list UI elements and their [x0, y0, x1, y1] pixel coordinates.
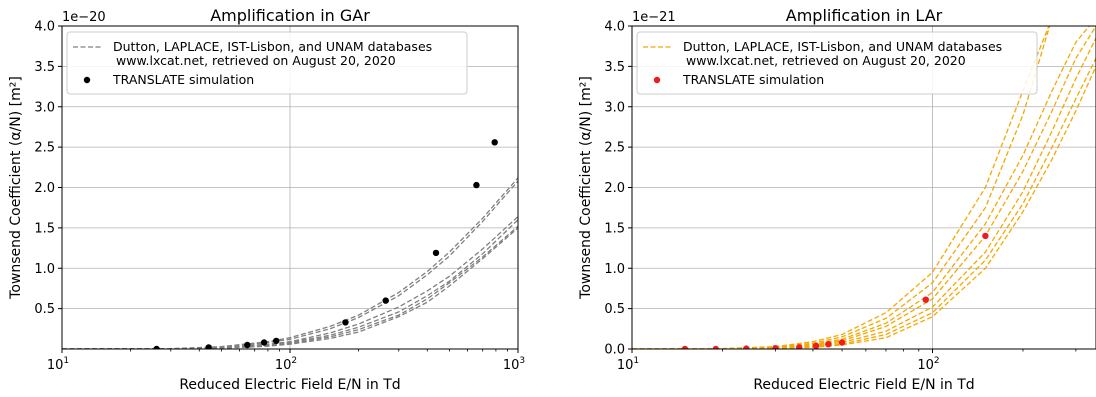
y-tick-label: 4.0	[604, 20, 625, 35]
simulation-point	[382, 297, 389, 304]
simulation-point	[982, 232, 989, 240]
y-tick-label: 1.0	[604, 262, 625, 277]
y-tick-label: 2.0	[604, 181, 625, 196]
simulation-point	[432, 249, 440, 257]
legend-label-databases: Dutton, LAPLACE, IST-Lisbon, and UNAM da…	[113, 39, 432, 54]
database-curve	[632, 66, 1096, 349]
simulation-point	[473, 181, 480, 189]
y-tick-label: 1.5	[604, 221, 625, 236]
database-curve	[632, 26, 1091, 349]
y-tick-label: 3.5	[604, 60, 625, 75]
x-tick-base: 10	[503, 358, 520, 373]
legend: Dutton, LAPLACE, IST-Lisbon, and UNAM da…	[66, 31, 468, 95]
simulation-point	[772, 345, 779, 349]
simulation-point	[205, 344, 212, 349]
database-curve	[632, 58, 1096, 349]
legend: Dutton, LAPLACE, IST-Lisbon, and UNAM da…	[636, 31, 1038, 95]
y-tick-label: 0.0	[604, 343, 625, 358]
x-tick-label: 103	[503, 356, 525, 373]
x-tick-exponent: 3	[519, 356, 525, 366]
y-axis-label: Townsend Coefficient (α/N) [m²]	[8, 76, 24, 300]
chart-title: Amplification in LAr	[786, 6, 943, 25]
y-tick-label: 1.0	[34, 262, 55, 277]
simulation-point	[796, 344, 803, 349]
chart-title: Amplification in GAr	[210, 6, 370, 25]
y-tick-label: 2.5	[34, 141, 55, 156]
y-tick-label: 4.0	[34, 20, 55, 35]
y-tick-label: 0.5	[34, 302, 55, 317]
y-offset-label: 1e−21	[632, 10, 676, 25]
x-axis-label: Reduced Electric Field E/N in Td	[753, 377, 974, 393]
legend-marker-swatch	[653, 76, 661, 84]
y-tick-label: 3.0	[604, 100, 625, 115]
x-tick-base: 10	[617, 358, 634, 373]
legend-marker-swatch	[83, 76, 91, 84]
x-tick-base: 10	[275, 358, 292, 373]
simulation-point	[681, 345, 689, 349]
y-tick-label: 1.5	[34, 221, 55, 236]
simulation-point	[712, 345, 719, 349]
simulation-point	[825, 341, 832, 348]
y-tick-label: 2.5	[604, 141, 625, 156]
simulation-point	[838, 339, 846, 346]
legend-box	[636, 31, 1038, 95]
simulation-point	[922, 296, 929, 303]
simulation-point	[273, 337, 280, 345]
legend-label-lxcat: www.lxcat.net, retrieved on August 20, 2…	[116, 53, 396, 68]
x-axis-label: Reduced Electric Field E/N in Td	[179, 377, 400, 393]
simulation-point	[153, 345, 160, 349]
x-tick-label: 101	[617, 356, 639, 373]
simulation-point	[342, 319, 349, 326]
x-tick-label: 102	[917, 356, 939, 373]
y-tick-label: 3.0	[34, 100, 55, 115]
x-tick-exponent: 2	[291, 356, 297, 366]
legend-box	[66, 31, 468, 95]
simulation-point	[491, 139, 498, 146]
x-tick-base: 10	[917, 358, 934, 373]
simulation-point	[244, 341, 251, 349]
x-tick-exponent: 1	[633, 356, 639, 366]
x-tick-label: 102	[275, 356, 297, 373]
y-axis-label: Townsend Coefficient (α/N) [m²]	[578, 76, 594, 300]
legend-label-translate: TRANSLATE simulation	[682, 72, 824, 87]
plot-area	[62, 139, 518, 349]
y-tick-label: 3.5	[34, 60, 55, 75]
database-curve	[632, 26, 1096, 349]
simulation-point	[812, 342, 820, 349]
x-tick-base: 10	[47, 358, 64, 373]
x-tick-label: 101	[47, 356, 69, 373]
simulation-point	[260, 339, 268, 346]
database-curve	[62, 227, 518, 349]
simulation-point	[743, 345, 750, 349]
x-tick-exponent: 2	[934, 356, 940, 366]
legend-label-translate: TRANSLATE simulation	[112, 72, 254, 87]
legend-label-lxcat: www.lxcat.net, retrieved on August 20, 2…	[686, 53, 966, 68]
y-tick-label: 0.5	[604, 302, 625, 317]
y-offset-label: 1e−20	[62, 10, 106, 25]
x-tick-exponent: 1	[63, 356, 69, 366]
database-curve	[632, 37, 1096, 349]
legend-label-databases: Dutton, LAPLACE, IST-Lisbon, and UNAM da…	[683, 39, 1002, 54]
y-tick-label: 2.0	[34, 181, 55, 196]
